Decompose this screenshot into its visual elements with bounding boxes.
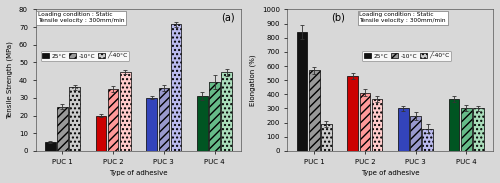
Bar [461,108,471,151]
Bar [348,76,358,151]
Text: (b): (b) [331,12,345,22]
Bar [360,93,370,151]
Legend: 25°C, -10°C, ╱-40°C: 25°C, -10°C, ╱-40°C [362,51,451,61]
Bar [448,99,460,151]
Bar [108,89,118,151]
Bar [422,128,433,151]
Bar [410,116,421,151]
Bar [321,124,332,151]
Y-axis label: Tensile Strength (MPa): Tensile Strength (MPa) [7,41,14,119]
Bar [222,72,232,151]
Bar [57,107,68,151]
Bar [309,70,320,151]
Bar [473,109,484,151]
Bar [398,109,408,151]
X-axis label: Type of adhesive: Type of adhesive [109,170,168,176]
Bar [296,32,308,151]
Bar [96,115,106,151]
Legend: 25°C, -10°C, ╱-40°C: 25°C, -10°C, ╱-40°C [40,51,130,61]
Bar [146,98,157,151]
Text: Loading condition : Static
Tensile velocity : 300mm/min: Loading condition : Static Tensile veloc… [360,12,446,23]
Bar [209,82,220,151]
Bar [158,88,169,151]
Bar [170,25,181,151]
Bar [45,142,56,151]
Y-axis label: Elongation (%): Elongation (%) [250,54,256,106]
Bar [372,99,382,151]
Text: Loading condition : Static
Tensile velocity : 300mm/min: Loading condition : Static Tensile veloc… [38,12,124,23]
Bar [70,87,80,151]
Bar [120,72,130,151]
X-axis label: Type of adhesive: Type of adhesive [361,170,420,176]
Text: (a): (a) [222,12,235,22]
Bar [197,96,207,151]
